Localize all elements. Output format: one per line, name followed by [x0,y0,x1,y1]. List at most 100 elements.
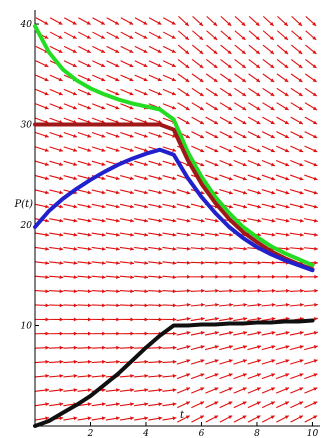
field-arrow-head [312,22,317,26]
field-arrow [247,288,262,293]
field-arrow [91,303,106,308]
field-arrow [148,189,163,195]
field-arrow [219,174,233,181]
field-arrow [148,359,163,364]
field-arrow [162,374,177,378]
field-arrow-head [243,218,248,223]
field-arrow [148,317,163,322]
field-arrow-head [130,303,134,308]
field-arrow-head [256,148,261,153]
field-arrow [63,17,77,25]
field-arrow-head [271,331,276,335]
field-arrow-head [130,232,134,237]
field-arrow-head [242,387,247,391]
field-arrow-head [257,302,262,307]
field-arrow [304,387,318,394]
field-arrow [63,103,78,110]
field-arrow-head [129,77,134,82]
field-arrow-head [129,35,134,39]
field-arrow-head [143,91,148,96]
field-arrow [35,246,50,251]
field-arrow [63,317,78,322]
field-arrow-head [285,387,290,391]
field-arrow-head [256,78,261,82]
field-arrow-head [299,204,304,209]
field-arrow-head [171,49,176,53]
field-arrow [119,218,134,223]
field-arrow-head [59,402,64,407]
field-arrow [262,415,275,423]
field-arrow-head [115,416,120,421]
field-arrow-head [199,78,204,82]
field-arrow [77,203,92,209]
field-arrow-head [59,331,64,336]
field-arrow [205,131,219,139]
field-arrow [162,345,177,350]
field-arrow-head [313,401,318,405]
field-arrow-head [270,64,275,68]
field-arrow [134,359,149,364]
field-arrow [233,246,248,251]
field-arrow [219,359,233,365]
field-arrow-head [73,218,78,223]
field-arrow [233,203,248,209]
field-arrow-head [312,64,317,68]
field-arrow [191,102,204,111]
field-arrow-head [158,204,163,209]
field-arrow [49,303,64,308]
field-arrow [35,189,50,195]
field-arrow [206,15,218,27]
field-arrow [134,289,149,294]
field-arrow [148,88,162,96]
field-arrow [305,15,317,27]
field-arrow-head [242,359,247,363]
field-arrow [35,303,50,308]
field-arrow-head [44,176,49,181]
field-arrow [190,345,205,351]
field-arrow [233,189,248,195]
field-arrow [63,374,78,378]
field-arrow-head [101,63,106,67]
field-arrow [206,44,218,55]
field-arrow-head [242,190,247,195]
field-arrow [303,274,318,279]
field-arrow-head [172,402,177,407]
field-arrow [220,30,232,41]
field-arrow-head [87,402,92,407]
field-arrow-head [285,302,290,307]
field-arrow [289,331,304,336]
field-arrow-head [143,35,148,39]
field-arrow-head [285,148,289,153]
field-arrow [35,146,49,152]
field-arrow [63,331,78,336]
field-arrow [191,131,205,139]
field-arrow [304,401,318,409]
field-arrow [289,274,304,279]
field-arrow-head [271,359,276,363]
field-arrow-head [45,289,50,294]
field-arrow-head [115,218,120,223]
field-arrow-head [58,148,63,152]
field-arrow-head [73,359,78,364]
field-arrow-head [257,359,262,363]
field-arrow-head [285,232,290,237]
field-arrow [134,218,149,223]
field-arrow [262,44,275,55]
field-arrow-head [269,36,274,40]
field-arrow [134,17,148,25]
field-arrow [191,401,205,409]
field-arrow-head [299,218,304,223]
field-arrow-head [172,289,177,294]
field-arrow-head [200,302,205,307]
field-arrow-head [285,331,290,335]
field-arrow [176,232,191,237]
field-arrow [77,60,92,68]
field-arrow-head [256,387,261,391]
field-arrow-head [184,22,189,26]
field-arrow-head [213,120,218,124]
field-arrow [120,45,134,54]
field-arrow [276,116,290,125]
field-arrow [49,175,64,181]
field-arrow-head [158,162,162,167]
field-arrow [305,44,317,55]
